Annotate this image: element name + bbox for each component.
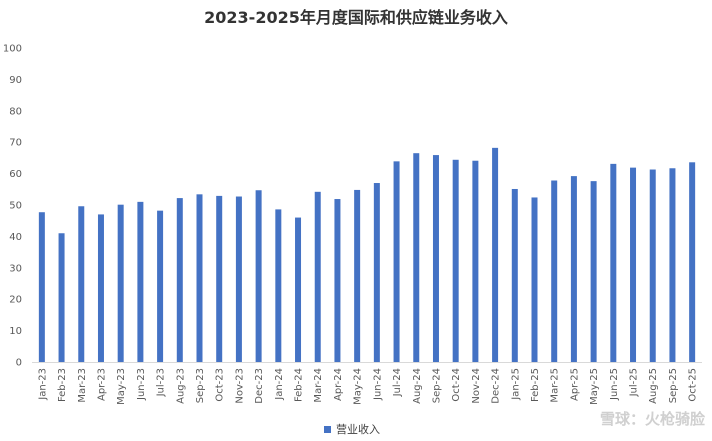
x-tick-label: Apr-25 [569,368,580,401]
x-tick-label: Nov-24 [471,368,482,404]
x-tick-label: Mar-24 [313,368,324,403]
bar [492,147,499,362]
x-tick-label: Jul-24 [392,368,403,397]
bar [295,217,302,362]
x-tick-label: Apr-24 [333,368,344,401]
y-tick-label: 50 [9,201,22,212]
legend-label: 营业收入 [336,422,380,436]
x-tick-label: Sep-23 [195,368,206,403]
bar [511,188,518,362]
bar [570,176,577,362]
bar [393,161,400,362]
bar [669,168,676,362]
bar [97,214,104,362]
x-tick-label: Dec-23 [254,368,265,404]
x-tick-label: Oct-23 [215,368,226,402]
bar [432,155,439,362]
x-tick-label: Mar-23 [77,368,88,403]
y-tick-label: 70 [9,138,22,149]
y-tick-label: 10 [9,326,22,337]
x-tick-label: Jan-24 [274,368,285,401]
bar [176,198,183,362]
bar-series [38,147,696,362]
chart-title: 2023-2025年月度国际和供应链业务收入 [204,8,508,27]
bar [590,181,597,362]
legend: 营业收入 [324,422,380,436]
bar [38,212,45,362]
x-tick-label: Jan-23 [37,368,48,401]
x-tick-label: Jan-25 [510,368,521,401]
x-axis: Jan-23 Feb-23 Mar-23 Apr-23 May-23 Jun-23 Jul-… [37,368,698,405]
bar [689,162,696,362]
x-tick-label: Dec-24 [491,368,502,404]
y-tick-label: 90 [9,75,22,86]
bar [373,183,380,362]
bar [452,159,459,362]
x-tick-label: Jun-25 [609,368,620,401]
bar [630,167,637,362]
x-tick-label: Nov-23 [234,368,245,404]
bar [157,210,164,362]
bar [216,195,223,362]
x-tick-label: Apr-23 [96,368,107,401]
y-tick-label: 0 [16,358,22,369]
bar [235,196,242,362]
x-tick-label: Oct-25 [688,368,699,402]
bar [275,209,282,362]
x-tick-label: Jun-23 [136,368,147,401]
x-tick-label: Feb-25 [530,368,541,402]
bar [413,153,420,362]
x-tick-label: Oct-24 [451,368,462,402]
bar [196,194,203,362]
x-tick-label: Sep-25 [668,368,679,403]
x-tick-label: Sep-24 [431,368,442,403]
x-tick-label: Aug-24 [412,368,423,404]
bar [649,169,656,362]
x-tick-label: Feb-23 [57,368,68,402]
y-tick-label: 80 [9,106,22,117]
bar [117,204,124,362]
x-tick-label: May-24 [353,368,364,405]
bar [58,233,65,362]
bar [610,163,617,362]
x-tick-label: Jul-25 [629,368,640,397]
x-tick-label: Jun-24 [372,368,383,401]
watermark: 雪球：火枪骑脸 [600,410,706,428]
bar [551,180,558,362]
y-tick-label: 100 [3,44,22,55]
y-tick-label: 40 [9,232,22,243]
bar [354,189,361,362]
x-tick-label: Mar-25 [550,368,561,403]
bar [472,160,479,362]
bar [78,206,85,362]
x-tick-label: Aug-23 [175,368,186,404]
x-tick-label: Jul-23 [156,368,167,397]
x-tick-label: Aug-25 [648,368,659,404]
y-tick-label: 30 [9,263,22,274]
bar [314,191,321,362]
x-tick-label: May-23 [116,368,127,405]
y-tick-label: 60 [9,169,22,180]
y-axis: 0 10 20 30 40 50 60 70 80 90 100 [3,44,22,369]
bar [334,199,341,362]
bar [531,197,538,362]
x-tick-label: May-25 [589,368,600,405]
x-tick-label: Feb-24 [294,368,305,402]
y-tick-label: 20 [9,295,22,306]
bar [255,190,262,362]
legend-swatch [324,426,331,433]
bar [137,201,144,362]
